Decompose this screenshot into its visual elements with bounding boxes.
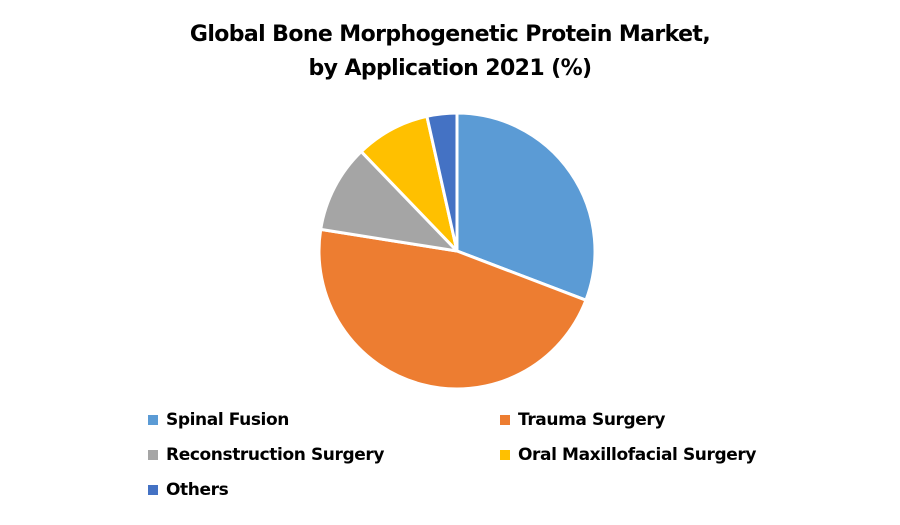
chart-title: Global Bone Morphogenetic Protein Market… (0, 18, 900, 86)
legend-swatch-icon (500, 415, 510, 425)
legend-label: Reconstruction Surgery (166, 445, 385, 465)
legend-label: Others (166, 480, 229, 500)
pie-slice-others (425, 111, 459, 253)
legend-item-others: Others (148, 480, 229, 500)
pie-slice-spinal-fusion (455, 111, 597, 302)
legend-item-oral-maxillofacial-surgery: Oral Maxillofacial Surgery (500, 445, 756, 465)
legend-swatch-icon (148, 485, 158, 495)
legend-item-spinal-fusion: Spinal Fusion (148, 410, 289, 430)
chart-title-line-2: by Application 2021 (%) (308, 56, 593, 81)
legend-label: Spinal Fusion (166, 410, 289, 430)
pie-slice-trauma-surgery (317, 227, 588, 391)
legend-label: Oral Maxillofacial Surgery (518, 445, 757, 465)
legend-item-reconstruction-surgery: Reconstruction Surgery (148, 445, 384, 465)
legend-item-trauma-surgery: Trauma Surgery (500, 410, 665, 430)
legend-label: Trauma Surgery (518, 410, 666, 430)
legend-swatch-icon (148, 415, 158, 425)
chart-title-line-1: Global Bone Morphogenetic Protein Market… (189, 22, 711, 47)
pie-slice-reconstruction-surgery (319, 150, 459, 253)
legend-swatch-icon (148, 450, 158, 460)
legend-swatch-icon (500, 450, 510, 460)
